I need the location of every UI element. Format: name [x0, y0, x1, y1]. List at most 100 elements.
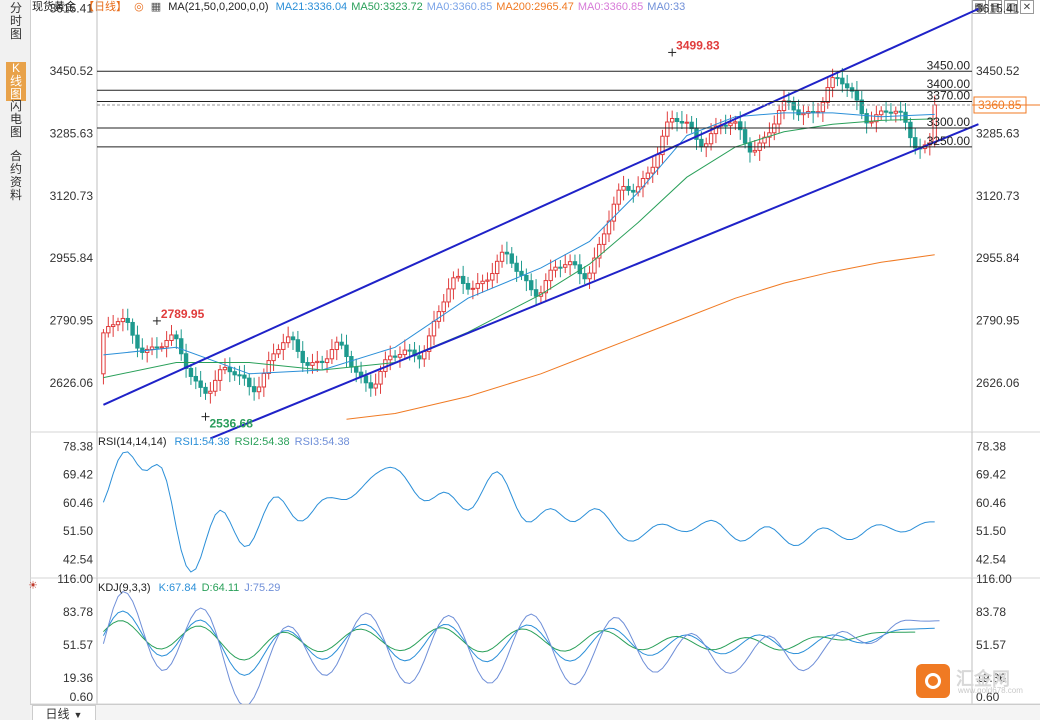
logo-icon [916, 664, 950, 698]
ma21-line [103, 112, 935, 375]
ma-item: MA0:33 [647, 1, 686, 13]
rsi-title: RSI(14,14,14) [98, 436, 167, 448]
candle-body [660, 135, 665, 156]
tab-3[interactable]: 合约资料 [6, 150, 26, 202]
candle-body [125, 317, 130, 323]
channel-upper-line[interactable] [103, 7, 979, 406]
period-tag[interactable]: 【日线】 [83, 1, 128, 13]
candle-body [456, 275, 461, 279]
candle-body [222, 366, 228, 371]
candle-body [193, 375, 198, 382]
price-y-tick-left: 3615.41 [50, 2, 94, 16]
candle-body [106, 326, 111, 334]
candle-body [879, 110, 884, 116]
price-y-tick-right: 3450.52 [976, 64, 1020, 78]
candle-body [572, 261, 578, 266]
candle-body [319, 360, 325, 364]
tab-2[interactable]: 闪电图 [6, 100, 26, 139]
rsi-y-tick-left: 78.38 [63, 439, 93, 453]
candle-body [164, 339, 169, 348]
price-annotation: 3499.83 [676, 38, 720, 52]
candle-body [110, 324, 116, 328]
kdj-label: ☀ KDJ(9,3,3) K:67.84 D:64.11 J:75.29 [28, 580, 290, 594]
candle-body [324, 358, 330, 364]
candle-body [397, 354, 403, 358]
price-y-tick-left: 3450.52 [50, 64, 94, 78]
candle-body [533, 289, 539, 297]
period-selector[interactable]: 日线 ▼ [32, 705, 96, 720]
candle-body [169, 334, 174, 341]
rsi-y-tick-right: 69.42 [976, 468, 1006, 482]
candle-body [339, 341, 344, 346]
candle-body [285, 336, 291, 344]
channel-lower-line[interactable] [209, 123, 979, 440]
candle-body [256, 386, 262, 393]
candle-body [451, 277, 456, 290]
ma-item: MA0:3360.85 [577, 1, 644, 13]
candle-body [781, 100, 787, 112]
candle-body [733, 121, 738, 124]
tab-0[interactable]: 分时图 [6, 2, 26, 41]
candle-body [553, 266, 558, 271]
close-icon[interactable]: ✕ [1020, 0, 1034, 14]
kdj-y-tick-left: 83.78 [63, 605, 93, 619]
tab-char: 资 [9, 175, 22, 189]
tab-char: 图 [9, 125, 22, 139]
candle-body [242, 374, 247, 379]
candle-body [835, 77, 840, 80]
candle-body [392, 355, 398, 358]
candle-body [776, 110, 782, 125]
candle-body [446, 288, 451, 303]
candle-body [864, 113, 869, 124]
rsi-y-tick-left: 51.50 [63, 524, 93, 538]
price-y-tick-right: 3120.73 [976, 189, 1020, 203]
candle-body [203, 386, 208, 394]
candle-body [616, 189, 621, 205]
level-label: 3250.00 [927, 134, 971, 148]
candle-body [232, 371, 237, 376]
candle-body [407, 349, 412, 352]
candle-body [514, 262, 519, 272]
level-label: 3300.00 [927, 115, 971, 129]
candle-body [888, 111, 894, 114]
price-y-tick-left: 2626.06 [50, 376, 94, 390]
candle-body [266, 360, 271, 374]
tab-char: 图 [9, 27, 22, 41]
price-y-tick-left: 3120.73 [50, 189, 94, 203]
tab-char: 线 [9, 74, 22, 88]
candle-body [188, 367, 194, 377]
kdj-settings-icon[interactable]: ☀ [28, 580, 38, 592]
candle-body [631, 189, 636, 193]
candle-body [179, 338, 184, 355]
candle-body [645, 172, 651, 180]
candle-body [402, 349, 408, 356]
candle-body [669, 117, 675, 123]
candle-body [101, 332, 106, 375]
price-y-tick-left: 2790.95 [50, 314, 94, 328]
candle-body [300, 350, 305, 364]
price-y-tick-right: 3285.63 [976, 126, 1020, 140]
candle-body [854, 90, 860, 101]
kdj-d-line [103, 620, 916, 661]
candle-body [480, 280, 485, 285]
layout-icon[interactable]: ▤ [988, 0, 1002, 14]
layout-alt-icon[interactable]: ▥ [1004, 0, 1018, 14]
candle-body [388, 355, 393, 361]
tab-char: 电 [9, 112, 22, 126]
candle-body [198, 380, 203, 388]
candle-body [587, 272, 592, 280]
ma-item: MA200:2965.47 [496, 1, 574, 13]
kdj-y-tick-left: 51.57 [63, 638, 93, 652]
candle-body [422, 350, 427, 360]
candle-body [465, 282, 471, 290]
candle-body [426, 335, 432, 352]
logo-url: www.gold678.com [958, 686, 1023, 695]
kdj-y-tick-left: 116.00 [57, 572, 93, 586]
level-label: 3370.00 [927, 89, 971, 103]
candle-body [354, 366, 359, 373]
price-y-tick-left: 2955.84 [50, 251, 94, 265]
settings-icon[interactable]: ◎ [134, 1, 144, 13]
indicator-icon[interactable]: ▦ [150, 1, 162, 13]
